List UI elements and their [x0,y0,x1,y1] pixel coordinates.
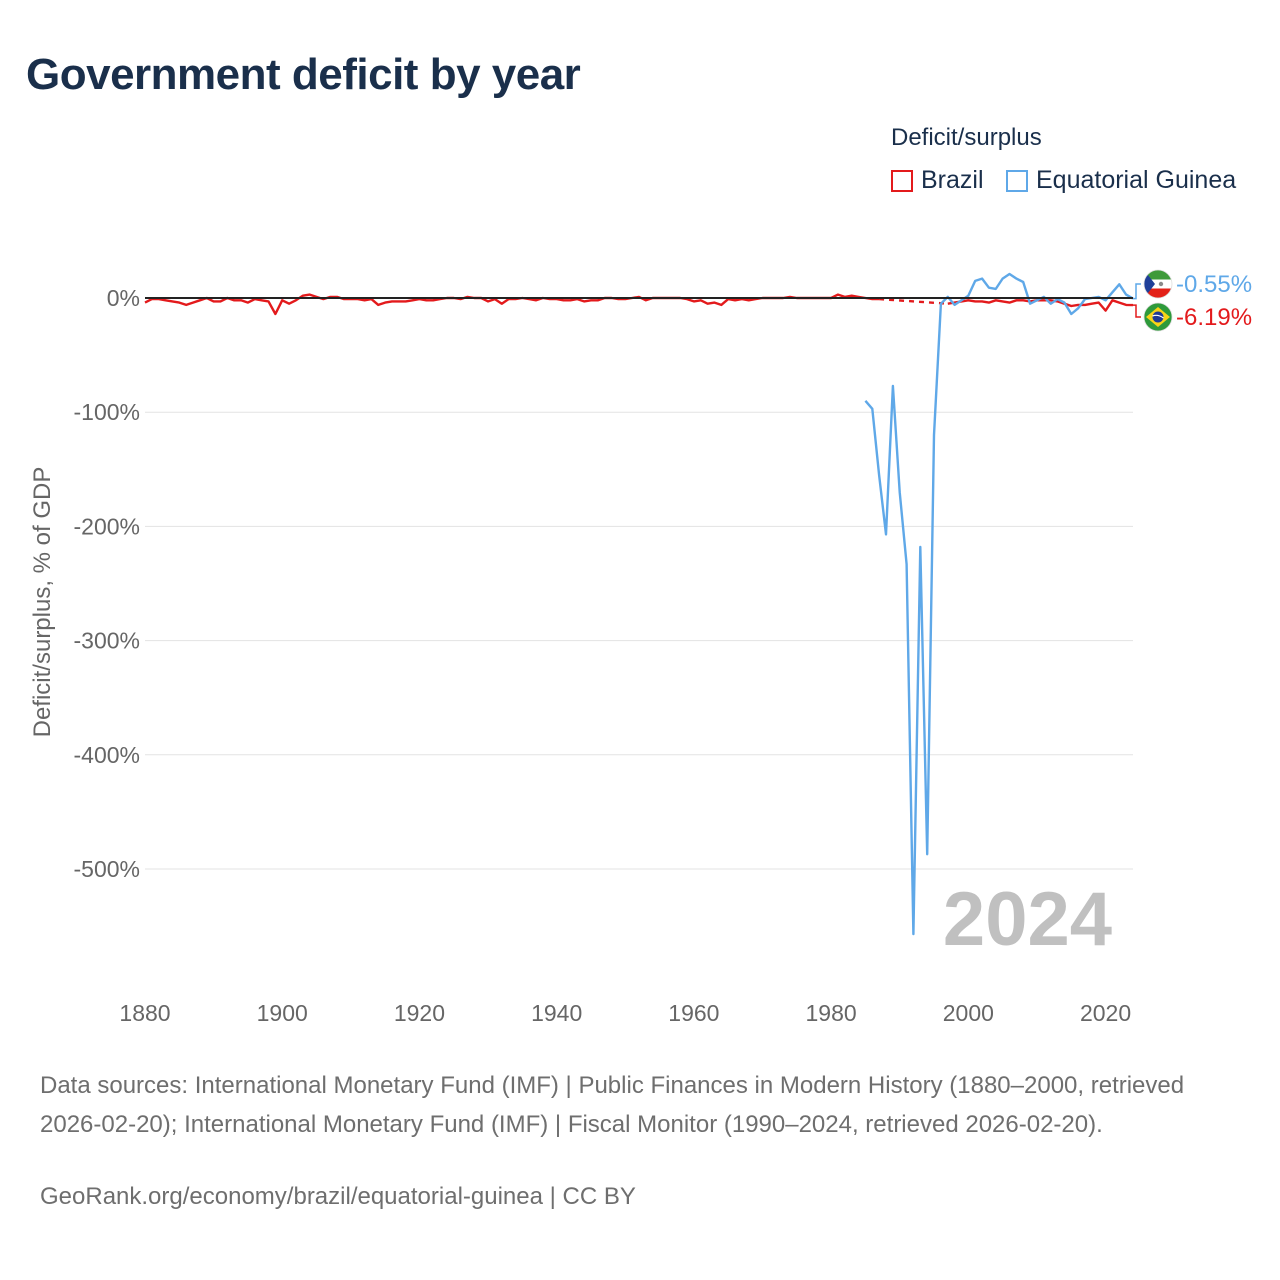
x-tick-label: 2000 [943,1000,994,1026]
legend-title: Deficit/surplus [891,124,1042,151]
source-credit-link[interactable]: GeoRank.org/economy/brazil/equatorial-gu… [40,1183,636,1210]
legend-label-equatorial-guinea: Equatorial Guinea [1036,166,1237,194]
equatorial-guinea-flag-icon [1143,269,1173,299]
x-tick-label: 2020 [1080,1000,1131,1026]
x-tick-label: 1940 [531,1000,582,1026]
x-tick-label: 1960 [668,1000,719,1026]
x-tick-label: 1880 [119,1000,170,1026]
y-tick-label: -200% [74,513,140,539]
y-tick-label: -300% [74,628,140,654]
legend-swatch-brazil [891,169,913,192]
x-tick-label: 1900 [257,1000,308,1026]
y-tick-label: -500% [74,856,140,882]
series-line-equatorial-guinea[interactable] [864,272,1134,936]
y-tick-label: 0% [107,285,140,311]
legend-item-equatorial-guinea[interactable]: Equatorial Guinea [1006,166,1236,195]
y-tick-label: -400% [74,742,140,768]
brazil-flag-icon [1143,302,1173,332]
x-tick-label: 1920 [394,1000,445,1026]
legend-item-brazil[interactable]: Brazil [891,166,984,195]
legend-swatch-equatorial-guinea [1006,169,1028,192]
x-tick-label: 1980 [806,1000,857,1026]
series-line-brazil[interactable] [879,297,948,305]
legend-label-brazil: Brazil [921,166,984,194]
y-axis-label: Deficit/surplus, % of GDP [29,467,56,738]
line-chart: 0% -100% -200% -300% -400% -500% 1880 1900 1920 1… [29,269,1252,1026]
end-label-connector [1133,283,1141,300]
data-sources-note: Data sources: International Monetary Fun… [40,1072,1185,1138]
series-line-brazil[interactable] [947,299,1134,312]
y-tick-label: -100% [74,399,140,425]
end-value-label-equatorial-guinea: -0.55% [1176,271,1252,298]
year-watermark: 2024 [943,877,1112,962]
end-label-connector [1133,304,1141,318]
chart-title: Government deficit by year [26,50,581,99]
end-value-label-brazil: -6.19% [1176,304,1252,331]
